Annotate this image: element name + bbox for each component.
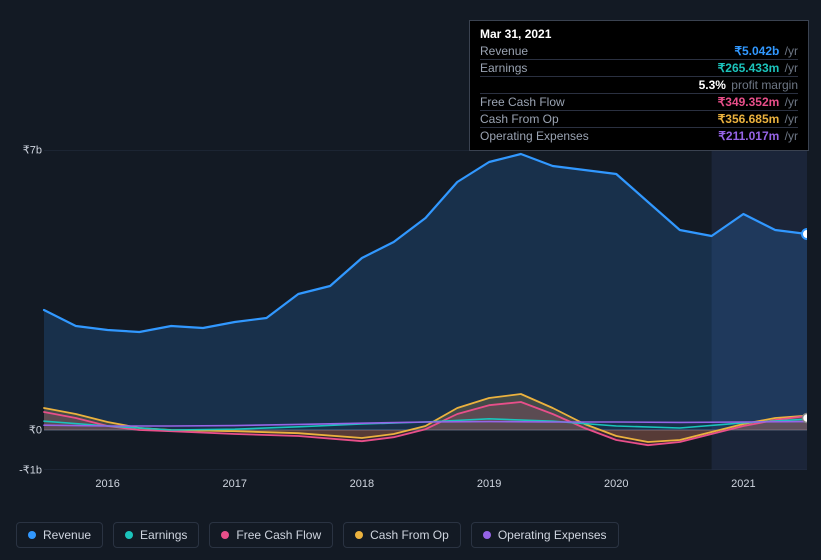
- tooltip-label: Revenue: [480, 44, 528, 58]
- tooltip-label: Cash From Op: [480, 112, 559, 126]
- legend-item-cash-from-op[interactable]: Cash From Op: [343, 522, 461, 548]
- tooltip-value: ₹5.042b /yr: [734, 44, 798, 58]
- tooltip-value: ₹356.685m /yr: [718, 112, 798, 126]
- tooltip-value: 5.3% profit margin: [699, 78, 798, 92]
- legend-label: Earnings: [140, 528, 187, 542]
- legend-dot: [355, 531, 363, 539]
- legend-item-operating-expenses[interactable]: Operating Expenses: [471, 522, 619, 548]
- tooltip-label: Free Cash Flow: [480, 95, 565, 109]
- tooltip-label: Operating Expenses: [480, 129, 589, 143]
- x-axis-label: 2017: [223, 478, 247, 490]
- tooltip-value: ₹211.017m /yr: [718, 129, 798, 143]
- legend-label: Free Cash Flow: [236, 528, 321, 542]
- legend-dot: [28, 531, 36, 539]
- legend-dot: [221, 531, 229, 539]
- chart-tooltip: Mar 31, 2021 Revenue ₹5.042b /yr Earnings ₹…: [469, 20, 809, 151]
- tooltip-date: Mar 31, 2021: [480, 27, 798, 41]
- chart-legend: Revenue Earnings Free Cash Flow Cash From O…: [16, 522, 619, 548]
- y-axis-label: -₹1b: [19, 464, 42, 477]
- earnings-revenue-chart: ₹7b₹0-₹1b 201620172018201920202021: [14, 150, 807, 500]
- tooltip-label: Earnings: [480, 61, 527, 75]
- y-axis-label: ₹7b: [23, 144, 42, 157]
- legend-label: Cash From Op: [370, 528, 449, 542]
- x-axis-label: 2018: [350, 478, 374, 490]
- legend-item-free-cash-flow[interactable]: Free Cash Flow: [209, 522, 333, 548]
- tooltip-row: Cash From Op ₹356.685m /yr: [480, 110, 798, 127]
- legend-label: Revenue: [43, 528, 91, 542]
- tooltip-row: 5.3% profit margin: [480, 76, 798, 93]
- x-axis-label: 2016: [95, 478, 119, 490]
- y-axis-label: ₹0: [29, 424, 42, 437]
- legend-label: Operating Expenses: [498, 528, 607, 542]
- x-axis-label: 2020: [604, 478, 628, 490]
- tooltip-value: ₹265.433m /yr: [718, 61, 798, 75]
- tooltip-row: Operating Expenses ₹211.017m /yr: [480, 127, 798, 144]
- tooltip-row: Earnings ₹265.433m /yr: [480, 59, 798, 76]
- tooltip-row: Revenue ₹5.042b /yr: [480, 43, 798, 59]
- legend-item-revenue[interactable]: Revenue: [16, 522, 103, 548]
- legend-item-earnings[interactable]: Earnings: [113, 522, 199, 548]
- x-axis-label: 2019: [477, 478, 501, 490]
- tooltip-value: ₹349.352m /yr: [718, 95, 798, 109]
- chart-plot: [14, 150, 807, 470]
- tooltip-row: Free Cash Flow ₹349.352m /yr: [480, 93, 798, 110]
- x-axis-label: 2021: [731, 478, 755, 490]
- legend-dot: [125, 531, 133, 539]
- legend-dot: [483, 531, 491, 539]
